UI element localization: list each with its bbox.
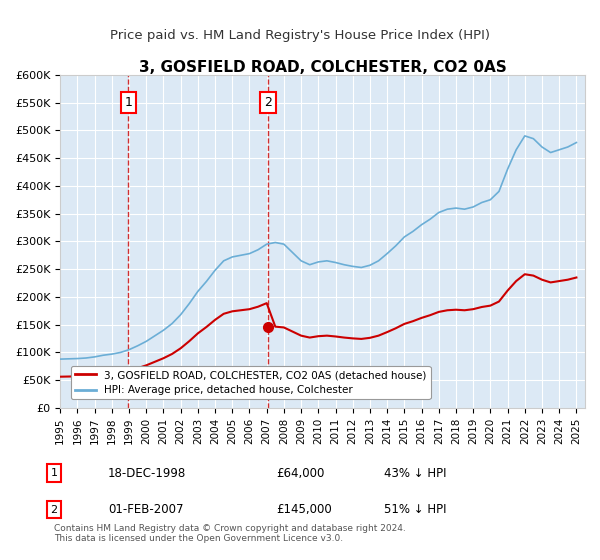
Text: Price paid vs. HM Land Registry's House Price Index (HPI): Price paid vs. HM Land Registry's House … — [110, 29, 490, 42]
Text: 1: 1 — [124, 96, 132, 109]
Text: 2: 2 — [50, 505, 58, 515]
Text: 51% ↓ HPI: 51% ↓ HPI — [384, 503, 446, 516]
Text: 1: 1 — [50, 468, 58, 478]
Text: 2: 2 — [264, 96, 272, 109]
Text: 01-FEB-2007: 01-FEB-2007 — [108, 503, 184, 516]
Legend: 3, GOSFIELD ROAD, COLCHESTER, CO2 0AS (detached house), HPI: Average price, deta: 3, GOSFIELD ROAD, COLCHESTER, CO2 0AS (d… — [71, 366, 431, 399]
Text: 43% ↓ HPI: 43% ↓ HPI — [384, 466, 446, 480]
Text: 18-DEC-1998: 18-DEC-1998 — [108, 466, 186, 480]
Text: £64,000: £64,000 — [276, 466, 325, 480]
Text: Contains HM Land Registry data © Crown copyright and database right 2024.
This d: Contains HM Land Registry data © Crown c… — [54, 524, 406, 543]
Text: £145,000: £145,000 — [276, 503, 332, 516]
Title: 3, GOSFIELD ROAD, COLCHESTER, CO2 0AS: 3, GOSFIELD ROAD, COLCHESTER, CO2 0AS — [139, 60, 506, 75]
